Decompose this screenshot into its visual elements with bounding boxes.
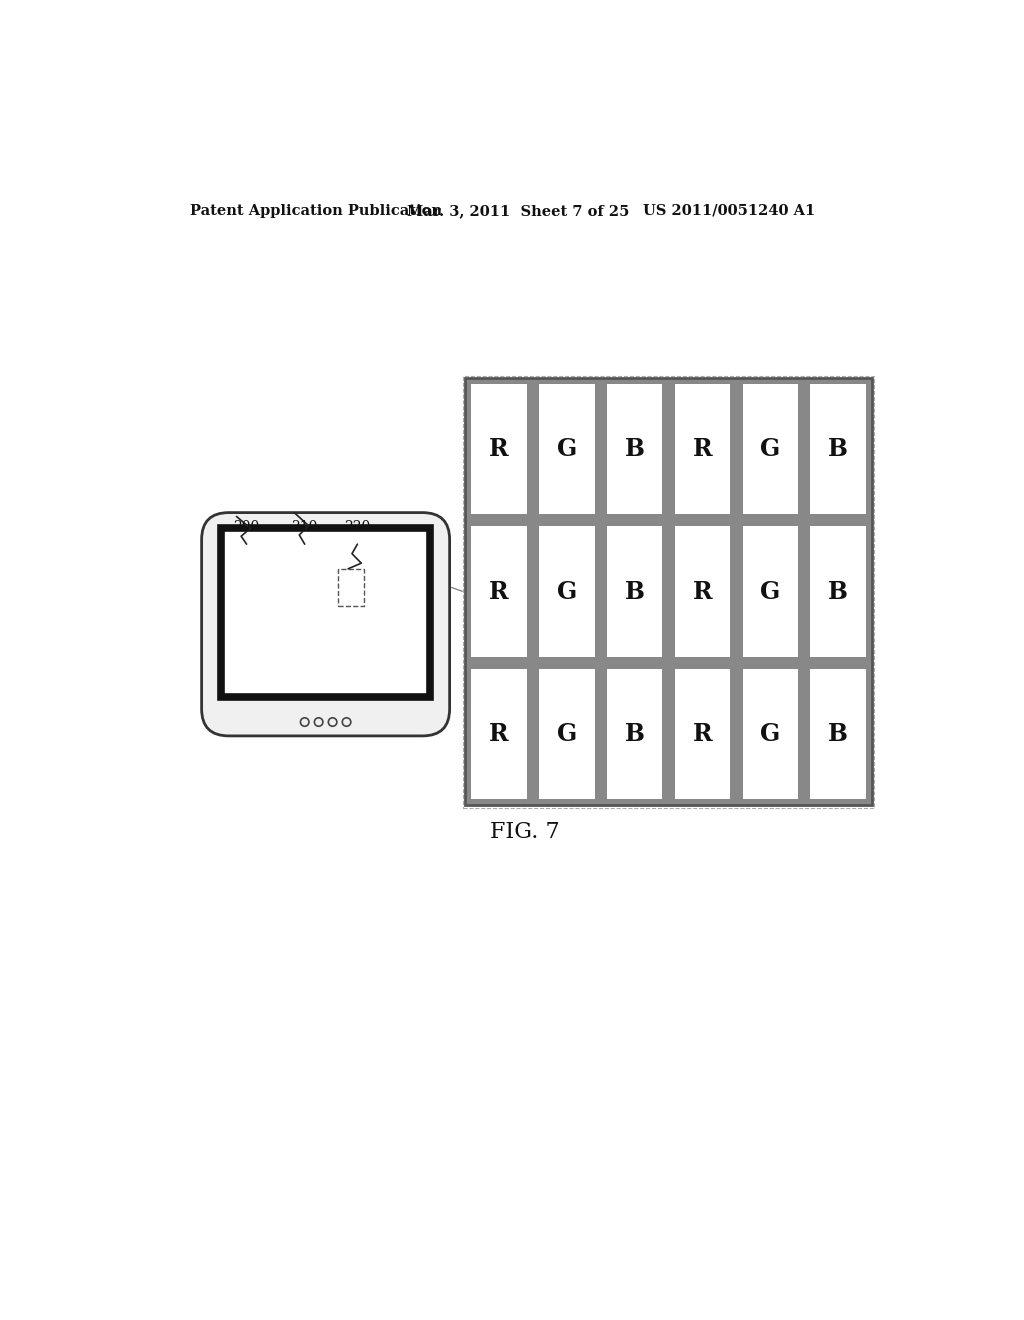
Text: R: R <box>692 722 713 746</box>
Bar <box>810 669 866 799</box>
Text: FIG. 7: FIG. 7 <box>490 821 559 843</box>
Bar <box>338 569 364 606</box>
Bar <box>675 384 730 515</box>
Text: R: R <box>692 437 713 461</box>
Text: G: G <box>760 579 780 603</box>
Bar <box>742 527 798 656</box>
Bar <box>675 669 730 799</box>
Bar <box>675 527 730 656</box>
Text: G: G <box>557 437 577 461</box>
Text: G: G <box>557 722 577 746</box>
Text: G: G <box>760 437 780 461</box>
Text: 200: 200 <box>233 520 260 535</box>
Bar <box>742 384 798 515</box>
Bar <box>607 527 663 656</box>
Text: B: B <box>828 437 848 461</box>
Text: 210: 210 <box>292 520 317 535</box>
Text: B: B <box>625 437 644 461</box>
Bar <box>742 669 798 799</box>
Text: G: G <box>760 722 780 746</box>
FancyBboxPatch shape <box>202 512 450 737</box>
Bar <box>221 528 430 697</box>
Bar <box>540 384 595 515</box>
Bar <box>810 527 866 656</box>
Text: R: R <box>692 579 713 603</box>
Text: B: B <box>828 579 848 603</box>
Text: G: G <box>557 579 577 603</box>
Bar <box>540 669 595 799</box>
Bar <box>607 384 663 515</box>
Bar <box>810 384 866 515</box>
Text: 220: 220 <box>344 520 371 535</box>
Text: R: R <box>489 437 509 461</box>
Bar <box>607 669 663 799</box>
Text: B: B <box>625 722 644 746</box>
Bar <box>463 375 874 808</box>
Bar <box>465 378 872 805</box>
Text: US 2011/0051240 A1: US 2011/0051240 A1 <box>643 203 816 218</box>
Text: R: R <box>489 722 509 746</box>
Bar <box>540 527 595 656</box>
Bar <box>471 669 526 799</box>
Bar <box>471 384 526 515</box>
Text: B: B <box>625 579 644 603</box>
Text: Patent Application Publication: Patent Application Publication <box>190 203 442 218</box>
Text: B: B <box>828 722 848 746</box>
Text: Mar. 3, 2011  Sheet 7 of 25: Mar. 3, 2011 Sheet 7 of 25 <box>407 203 630 218</box>
Text: R: R <box>489 579 509 603</box>
Bar <box>471 527 526 656</box>
